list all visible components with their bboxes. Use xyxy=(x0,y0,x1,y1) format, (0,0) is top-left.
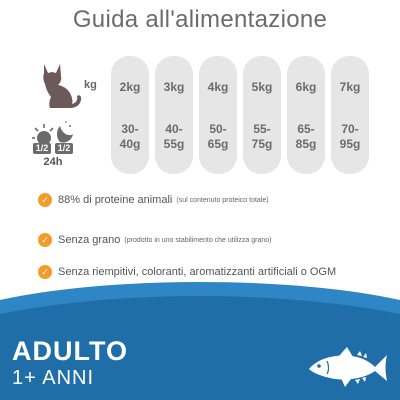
tuna-fish-icon xyxy=(309,347,387,387)
feature-note: (prodotto in uno stabilimento che utiliz… xyxy=(124,236,272,244)
column-weight: 3kg xyxy=(163,80,185,94)
cat-icon xyxy=(43,64,82,108)
feature-text: 88% di proteine animali xyxy=(58,194,173,206)
sun-moon-icon xyxy=(32,121,73,145)
life-stage-banner xyxy=(0,270,400,400)
feature-note: (sul contenuto proteico totale) xyxy=(176,196,269,204)
column-weight: 7kg xyxy=(339,80,361,94)
column-grams: 70- 95g xyxy=(339,122,361,151)
check-icon: ✓ xyxy=(38,233,52,247)
per-day-label: 24h xyxy=(43,156,63,168)
fraction-day: 1/2 xyxy=(33,143,51,154)
check-icon: ✓ xyxy=(38,265,52,279)
feature-item: ✓ Senza riempitivi, coloranti, aromatizz… xyxy=(38,265,336,279)
life-stage-label: ADULTO xyxy=(12,336,128,366)
feeding-column: 5kg 55- 75g xyxy=(243,56,281,174)
feeding-column: 6kg 65- 85g xyxy=(287,56,325,174)
fraction-night: 1/2 xyxy=(55,143,73,154)
feature-text: Senza grano xyxy=(58,234,121,246)
page-title: Guida all'alimentazione xyxy=(72,6,328,33)
column-weight: 2kg xyxy=(119,80,141,94)
feature-item: ✓ Senza grano (prodotto in uno stabilime… xyxy=(38,233,271,247)
daily-split: 1/2 1/2 xyxy=(33,143,73,154)
feeding-column: 7kg 70- 95g xyxy=(331,56,369,174)
feeding-column: 4kg 50- 65g xyxy=(199,56,237,174)
column-weight: 5kg xyxy=(251,80,273,94)
check-icon: ✓ xyxy=(38,193,52,207)
column-grams: 30- 40g xyxy=(119,122,141,151)
column-grams: 50- 65g xyxy=(207,122,229,151)
column-grams: 40- 55g xyxy=(163,122,185,151)
feature-item: ✓ 88% di proteine animali (sul contenuto… xyxy=(38,193,269,207)
feeding-column: 3kg 40- 55g xyxy=(155,56,193,174)
column-grams: 65- 85g xyxy=(295,122,317,151)
column-weight: 4kg xyxy=(207,80,229,94)
column-grams: 55- 75g xyxy=(251,122,273,151)
feature-text: Senza riempitivi, coloranti, aromatizzan… xyxy=(58,266,337,278)
weight-unit-label: kg xyxy=(84,79,97,91)
column-weight: 6kg xyxy=(295,80,317,94)
age-range-label: 1+ ANNI xyxy=(12,367,95,389)
feeding-column: 2kg 30- 40g xyxy=(111,56,149,174)
